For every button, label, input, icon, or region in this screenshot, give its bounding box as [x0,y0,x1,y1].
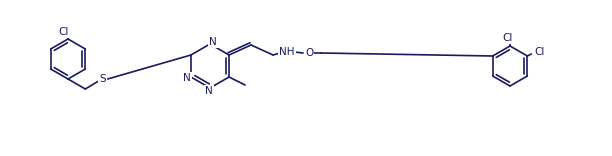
Text: Cl: Cl [503,33,513,43]
Text: N: N [183,73,191,83]
Text: S: S [99,74,106,84]
Text: O: O [305,48,313,58]
Text: N: N [209,37,217,47]
Text: Cl: Cl [59,27,69,37]
Text: N: N [205,86,213,96]
Text: Cl: Cl [534,47,545,57]
Text: NH: NH [279,47,295,57]
